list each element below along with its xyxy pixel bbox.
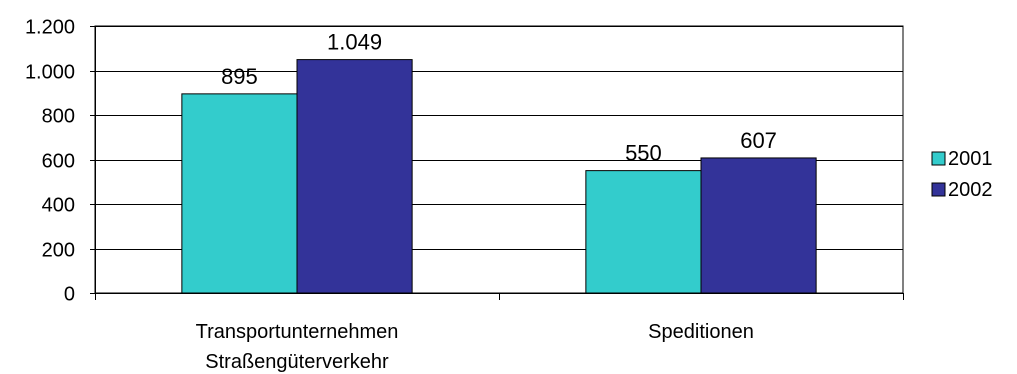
data-label: 1.049 xyxy=(327,30,382,55)
bar xyxy=(700,157,817,294)
y-tick-label: 400 xyxy=(42,195,75,217)
category-label: Straßengüterverkehr xyxy=(205,351,389,373)
legend-swatch xyxy=(931,151,946,166)
y-tick-label: 600 xyxy=(42,151,75,173)
legend: 2001 2002 xyxy=(931,148,993,201)
bar xyxy=(585,170,702,294)
bar xyxy=(296,59,413,294)
y-tick-label: 200 xyxy=(42,240,75,262)
category-label: Speditionen xyxy=(648,321,754,343)
category-label: Transportunternehmen xyxy=(196,321,399,343)
legend-label: 2001 xyxy=(948,148,993,170)
data-label: 895 xyxy=(221,64,258,89)
y-tick-label: 0 xyxy=(64,284,75,306)
y-axis: 0 200 400 600 800 1.000 1.200 xyxy=(25,17,96,306)
y-tick-label: 1.000 xyxy=(25,62,75,84)
x-axis: Transportunternehmen Straßengüterverkehr S… xyxy=(95,293,904,373)
y-tick-label: 800 xyxy=(42,106,75,128)
bars xyxy=(181,59,817,294)
y-tick-label: 1.200 xyxy=(25,17,75,39)
data-label: 607 xyxy=(740,128,777,153)
data-labels: 895 1.049 550 607 xyxy=(221,30,777,166)
data-label: 550 xyxy=(625,141,662,166)
legend-swatch xyxy=(931,182,946,197)
bar xyxy=(181,93,298,294)
legend-label: 2002 xyxy=(948,179,993,201)
